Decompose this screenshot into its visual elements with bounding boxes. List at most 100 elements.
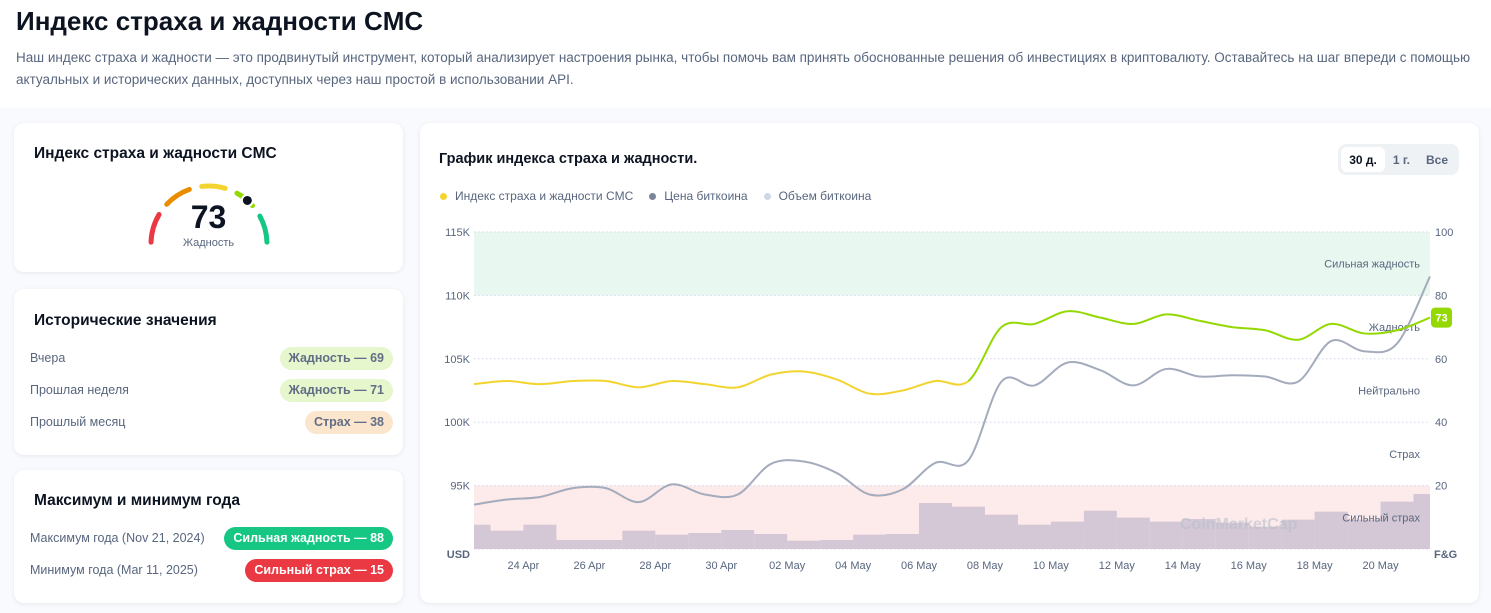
volume-bar[interactable]	[622, 530, 656, 549]
right-axis-tick: 60	[1435, 354, 1447, 366]
x-axis-tick: 12 May	[1099, 560, 1136, 572]
gauge-segment	[148, 211, 162, 245]
volume-bar[interactable]	[1314, 511, 1348, 549]
gauge	[148, 183, 270, 245]
fear-greed-line-segment[interactable]	[967, 326, 1003, 382]
right-axis-title: F&G	[1434, 549, 1457, 561]
sentiment-badge: Сильная жадность — 88	[224, 526, 393, 550]
legend-dot-icon	[763, 193, 771, 201]
chart-legend: Индекс страха и жадности CMC Цена биткои…	[440, 189, 871, 203]
range-selector: 30 д. 1 г. Все	[1338, 144, 1459, 175]
fear-greed-line-segment[interactable]	[803, 370, 837, 381]
btc-price-line[interactable]	[473, 275, 1431, 506]
volume-bar[interactable]	[474, 524, 491, 549]
volume-bar[interactable]	[1248, 526, 1282, 549]
volume-bar[interactable]	[919, 503, 952, 549]
range-1y-button[interactable]: 1 г.	[1392, 152, 1410, 167]
fear-greed-line-segment[interactable]	[1034, 310, 1068, 325]
volume-bar[interactable]	[721, 530, 755, 549]
fear-greed-line-segment[interactable]	[605, 379, 639, 389]
value-row: Прошлый месяц Страх — 38	[30, 410, 393, 434]
volume-bar[interactable]	[1050, 521, 1084, 549]
fear-greed-chart[interactable]: 95K 20 100K 40 105K 60 110K 80 115K 100 USD F&G Coin…	[420, 123, 1479, 603]
volume-bar[interactable]	[1116, 517, 1150, 549]
fear-greed-line-segment[interactable]	[1396, 316, 1431, 332]
legend-fg-index[interactable]: Индекс страха и жадности CMC	[440, 189, 633, 203]
volume-bar[interactable]	[1149, 521, 1183, 549]
fear-greed-line-segment[interactable]	[770, 370, 804, 376]
fear-greed-line-segment[interactable]	[704, 383, 738, 389]
left-axis-tick: 115K	[445, 227, 471, 239]
fear-greed-line-segment[interactable]	[572, 379, 606, 382]
left-axis-tick: 95K	[450, 481, 470, 493]
gauge-segment	[199, 183, 228, 191]
legend-label: Цена биткоина	[664, 189, 748, 203]
volume-bar[interactable]	[1083, 510, 1117, 549]
volume-bar[interactable]	[490, 530, 524, 549]
volume-bar[interactable]	[655, 534, 689, 549]
volume-bar[interactable]	[886, 534, 920, 549]
yearly-title: Максимум и минимум года	[34, 492, 241, 509]
legend-btc-price[interactable]: Цена биткоина	[649, 189, 748, 203]
volume-bar[interactable]	[1413, 494, 1430, 549]
chart-title: График индекса страха и жадности.	[439, 151, 698, 167]
page-description: Наш индекс страха и жадности — это продв…	[16, 50, 1471, 87]
fear-greed-line-segment[interactable]	[1264, 329, 1299, 341]
left-axis-tick: 100K	[444, 417, 470, 429]
volume-bar[interactable]	[1182, 519, 1216, 549]
gauge-segment	[164, 186, 192, 207]
volume-bar[interactable]	[1380, 501, 1414, 549]
fear-greed-line-segment[interactable]	[1166, 313, 1200, 322]
volume-bar[interactable]	[754, 534, 788, 549]
range-all-button[interactable]: Все	[1425, 152, 1448, 167]
fear-greed-line-segment[interactable]	[506, 379, 540, 386]
left-axis-title: USD	[447, 549, 470, 561]
x-axis-tick: 16 May	[1231, 560, 1268, 572]
zone-label: Сильный страх	[1342, 512, 1420, 524]
fear-greed-line-segment[interactable]	[737, 373, 771, 389]
volume-bar[interactable]	[1281, 519, 1315, 549]
row-label: Минимум года (Mar 11, 2025)	[30, 563, 198, 577]
volume-bar[interactable]	[1347, 519, 1381, 549]
fear-greed-line-segment[interactable]	[836, 378, 870, 395]
fear-greed-line-segment[interactable]	[539, 379, 573, 386]
volume-bar[interactable]	[589, 540, 623, 549]
gauge-value: 73	[190, 199, 227, 235]
fear-greed-line-segment[interactable]	[671, 379, 705, 386]
fear-greed-line-segment[interactable]	[1199, 319, 1233, 329]
volume-bar[interactable]	[853, 534, 887, 549]
row-label: Вчера	[30, 351, 66, 365]
range-30d-button[interactable]: 30 д.	[1341, 147, 1385, 172]
volume-bar[interactable]	[556, 540, 590, 549]
left-axis-tick: 110K	[445, 290, 471, 302]
volume-bar[interactable]	[1017, 524, 1051, 549]
fear-greed-line-segment[interactable]	[1133, 313, 1167, 325]
gauge-card: Индекс страха и жадности CMC 73 Жадность	[14, 123, 403, 272]
volume-bar[interactable]	[787, 540, 821, 549]
legend-btc-volume[interactable]: Объем биткоина	[763, 189, 871, 203]
volume-bar[interactable]	[952, 506, 985, 549]
volume-bar[interactable]	[688, 533, 722, 549]
volume-bar[interactable]	[1215, 522, 1249, 549]
fear-greed-line-segment[interactable]	[902, 380, 936, 392]
x-axis-tick: 14 May	[1165, 560, 1202, 572]
volume-bar[interactable]	[820, 540, 854, 549]
fear-greed-line-segment[interactable]	[1363, 329, 1398, 335]
fear-greed-line-segment[interactable]	[1100, 316, 1134, 325]
x-axis-tick: 02 May	[769, 560, 806, 572]
fear-greed-line-segment[interactable]	[935, 379, 970, 386]
fear-greed-line-segment[interactable]	[1331, 322, 1365, 335]
right-axis-tick: 100	[1435, 227, 1453, 239]
fear-greed-line-segment[interactable]	[1297, 322, 1332, 341]
x-axis-tick: 20 May	[1363, 560, 1400, 572]
right-axis-tick: 20	[1435, 481, 1447, 493]
fear-greed-line-segment[interactable]	[1000, 321, 1035, 328]
fear-greed-line-segment[interactable]	[869, 389, 903, 396]
x-axis-tick: 06 May	[901, 560, 938, 572]
fear-greed-line-segment[interactable]	[638, 379, 672, 389]
fear-greed-line-segment[interactable]	[1067, 310, 1101, 319]
fear-greed-line-segment[interactable]	[1232, 326, 1266, 332]
fear-greed-line-segment[interactable]	[473, 379, 507, 386]
volume-bar[interactable]	[984, 514, 1018, 549]
volume-bar[interactable]	[523, 524, 557, 549]
